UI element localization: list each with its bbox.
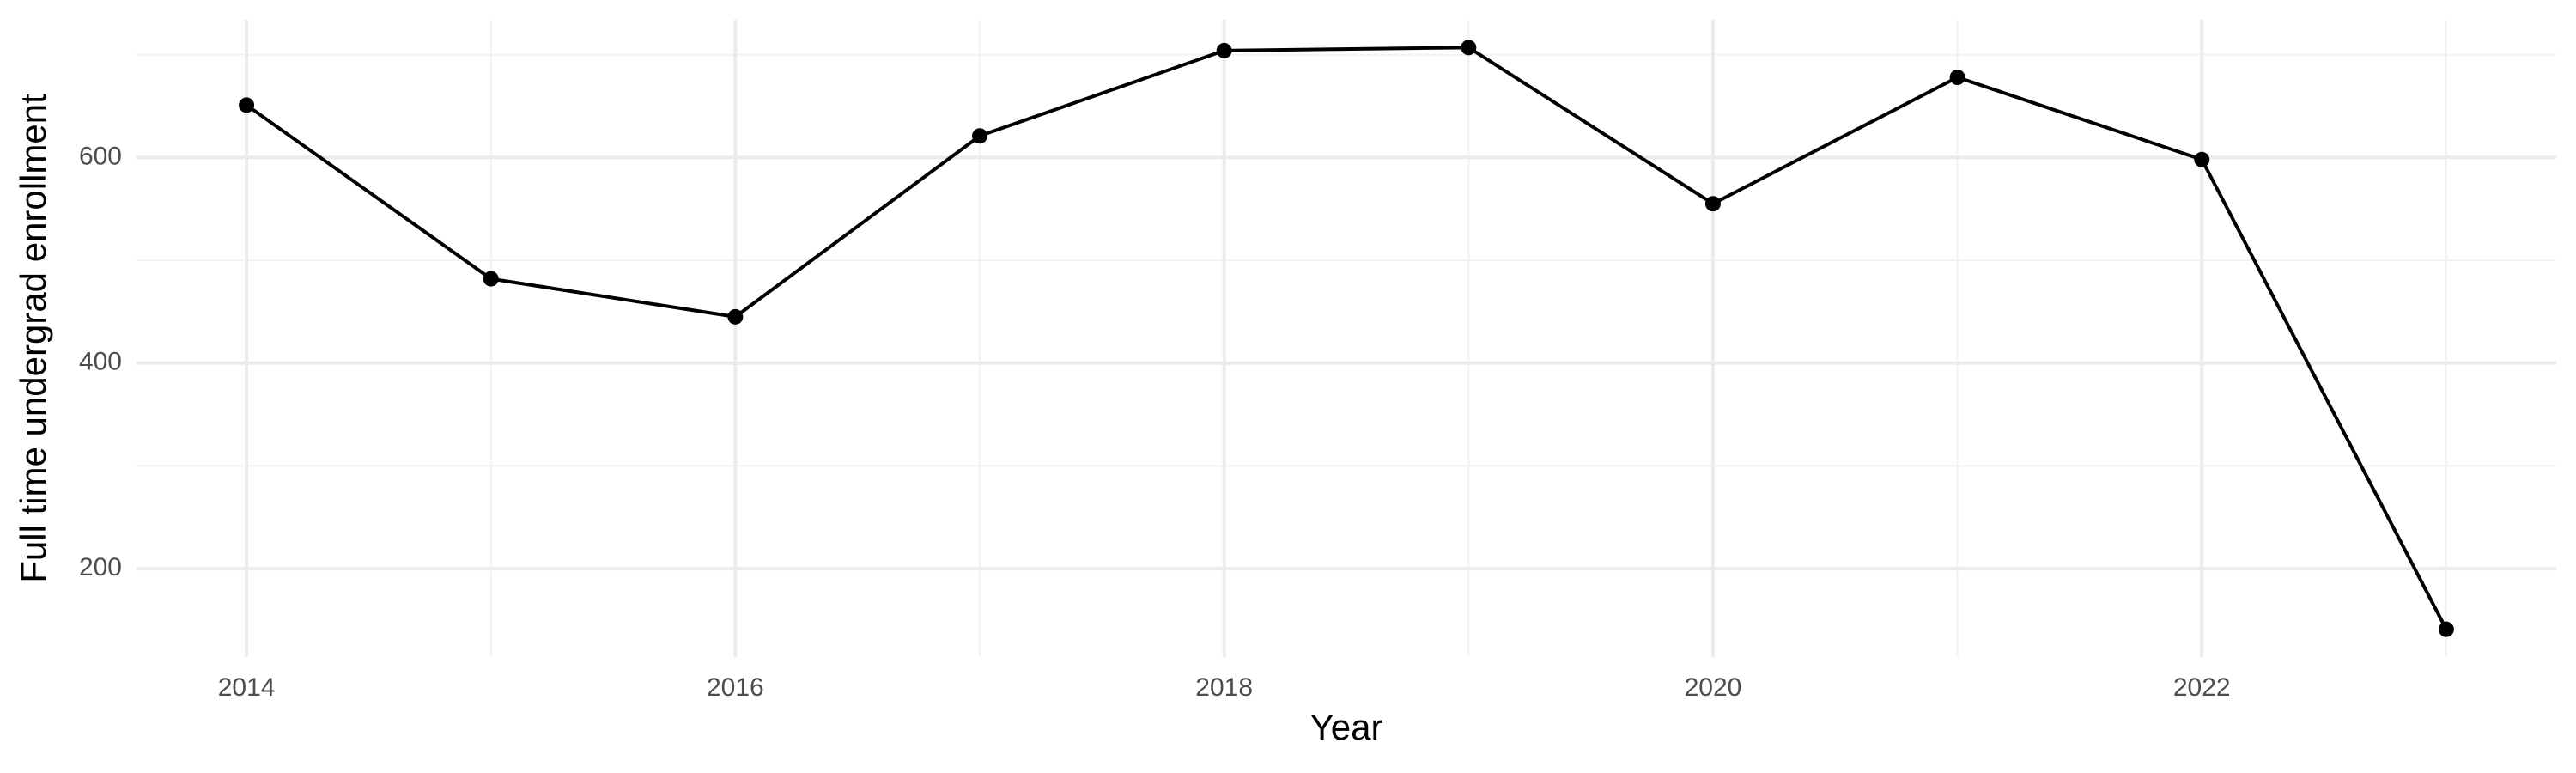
point: [1461, 40, 1477, 56]
x-axis-title: Year: [1310, 707, 1383, 747]
point: [727, 308, 744, 325]
point: [483, 271, 499, 287]
y-tick-label: 400: [79, 348, 122, 376]
x-tick-label: 2014: [218, 673, 276, 702]
line: [245, 46, 2448, 630]
y-tick-label: 200: [79, 553, 122, 581]
y-axis-title: Full time undergrad enrollment: [13, 94, 53, 583]
point: [2194, 151, 2210, 167]
point: [2438, 621, 2454, 637]
x-tick-label: 2016: [707, 673, 764, 702]
x-tick-label: 2018: [1195, 673, 1253, 702]
x-tick-label: 2020: [1685, 673, 1742, 702]
x-tick-label: 2022: [2173, 673, 2231, 702]
point: [1704, 196, 1721, 212]
point: [1949, 70, 1965, 86]
point: [972, 128, 988, 144]
y-tick-label: 600: [79, 142, 122, 170]
point: [1216, 42, 1232, 58]
point: [239, 97, 255, 113]
